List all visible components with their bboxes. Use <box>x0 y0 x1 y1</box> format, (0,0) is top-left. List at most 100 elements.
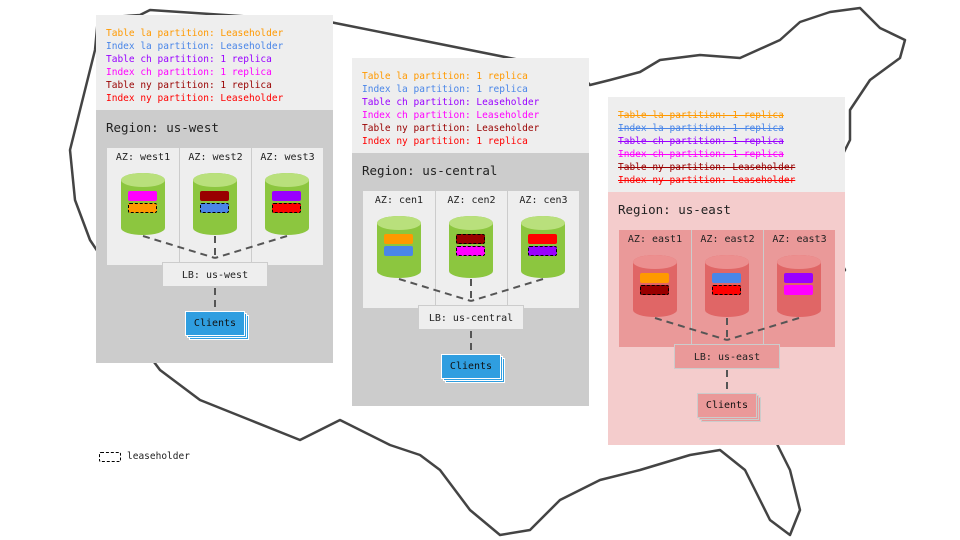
leaseholder-replica <box>200 203 229 213</box>
region-title: Region: us-west <box>106 120 219 135</box>
partition-legend-line: Table la partition: Leaseholder <box>106 28 284 39</box>
database-node-top <box>193 173 237 187</box>
region-title: Region: us-east <box>618 202 731 217</box>
database-node-top <box>449 216 493 230</box>
leaseholder-replica <box>712 285 741 295</box>
az-column: AZ: west2 <box>179 148 251 265</box>
replica <box>272 191 301 201</box>
az-label: AZ: cen3 <box>519 195 568 206</box>
region-area: Region: us-central AZ: cen1 AZ: cen2 AZ: ce… <box>352 153 589 406</box>
partition-legend-line: Index la partition: 1 replica <box>362 84 528 95</box>
replica <box>640 273 669 283</box>
partition-legend-line: Table la partition: 1 replica <box>362 71 528 82</box>
availability-zones: AZ: east1 AZ: east2 AZ: east3 <box>619 230 835 347</box>
database-node-icon[interactable] <box>377 216 421 278</box>
az-column: AZ: cen3 <box>507 191 579 308</box>
database-node-icon[interactable] <box>193 173 237 235</box>
partition-legend-line: Table ch partition: 1 replica <box>106 54 272 65</box>
az-label: AZ: cen1 <box>374 195 424 206</box>
replica <box>784 273 813 283</box>
connection-line <box>654 317 728 341</box>
partition-legend-line: Table ny partition: Leaseholder <box>362 123 540 134</box>
database-node-top <box>377 216 421 230</box>
partition-legend-line: Index la partition: 1 replica <box>618 123 784 134</box>
replica <box>128 191 157 201</box>
database-node-icon[interactable] <box>777 255 821 317</box>
partition-legend: Table la partition: Leaseholder Index la … <box>96 15 333 110</box>
az-column: AZ: west3 <box>251 148 323 265</box>
clients-stack[interactable]: Clients <box>185 311 249 340</box>
az-label: AZ: west3 <box>260 152 315 163</box>
availability-zones: AZ: cen1 AZ: cen2 AZ: cen3 <box>363 191 579 308</box>
clients-sheet <box>441 354 501 379</box>
connection-line <box>398 278 472 302</box>
region-panel-us-central: Table la partition: 1 replica Index la pa… <box>352 58 589 406</box>
replica <box>384 234 413 244</box>
partition-legend-line: Index la partition: Leaseholder <box>106 41 284 52</box>
az-label: AZ: east1 <box>627 234 683 245</box>
connection-lines <box>398 278 544 355</box>
az-column: AZ: west1 <box>107 148 179 265</box>
clients-label: Clients <box>449 361 493 372</box>
availability-zones: AZ: west1 AZ: west2 AZ: west3 <box>107 148 323 265</box>
partition-legend-line: Index ch partition: 1 replica <box>618 149 784 160</box>
leaseholder-replica <box>528 246 557 256</box>
az-label: AZ: west1 <box>115 152 171 163</box>
database-node-top <box>121 173 165 187</box>
load-balancer[interactable]: LB: us-central <box>418 305 524 330</box>
database-node-icon[interactable] <box>521 216 565 278</box>
connection-lines <box>142 235 288 312</box>
region-area: Region: us-east AZ: east1 AZ: east2 AZ: eas… <box>608 192 845 445</box>
clients-stack[interactable]: Clients <box>697 393 761 422</box>
database-node-icon[interactable] <box>449 216 493 278</box>
az-column: AZ: cen1 <box>363 191 435 308</box>
az-label: AZ: east3 <box>772 234 827 245</box>
az-label: AZ: cen2 <box>447 195 496 206</box>
database-node-top <box>705 255 749 269</box>
az-column: AZ: east1 <box>619 230 691 347</box>
replica <box>528 234 557 244</box>
region-title: Region: us-central <box>362 163 498 178</box>
region-panel-us-west: Table la partition: Leaseholder Index la … <box>96 15 333 363</box>
database-node-top <box>521 216 565 230</box>
load-balancer[interactable]: LB: us-east <box>674 344 780 369</box>
leaseholder-legend-label: leaseholder <box>127 451 190 462</box>
clients-sheet <box>697 393 757 418</box>
connection-line <box>470 278 544 302</box>
partition-legend-line: Table ch partition: 1 replica <box>618 136 784 147</box>
partition-legend-line: Table la partition: 1 replica <box>618 110 784 121</box>
partition-legend: Table la partition: 1 replica Index la pa… <box>608 97 845 192</box>
partition-legend: Table la partition: 1 replica Index la pa… <box>352 58 589 153</box>
region-panel-us-east: Table la partition: 1 replica Index la pa… <box>608 97 845 445</box>
connection-line <box>214 235 288 259</box>
partition-legend-line: Index ny partition: 1 replica <box>362 136 528 147</box>
database-node-icon[interactable] <box>705 255 749 317</box>
az-label: AZ: east2 <box>700 234 755 245</box>
leaseholder-replica <box>272 203 301 213</box>
connection-line <box>142 235 216 259</box>
load-balancer[interactable]: LB: us-west <box>162 262 268 287</box>
leaseholder-replica <box>456 234 485 244</box>
clients-stack[interactable]: Clients <box>441 354 505 383</box>
database-node-icon[interactable] <box>633 255 677 317</box>
partition-legend-line: Index ny partition: Leaseholder <box>106 93 284 104</box>
leaseholder-replica <box>128 203 157 213</box>
leaseholder-legend-swatch <box>99 452 121 462</box>
partition-legend-line: Index ch partition: Leaseholder <box>362 110 540 121</box>
az-label: AZ: west2 <box>188 152 243 163</box>
az-column: AZ: east2 <box>691 230 763 347</box>
partition-legend-line: Table ny partition: 1 replica <box>106 80 272 91</box>
connection-lines <box>654 317 800 394</box>
database-node-icon[interactable] <box>121 173 165 235</box>
connection-line <box>726 317 800 341</box>
database-node-top <box>265 173 309 187</box>
database-node-top <box>777 255 821 269</box>
database-node-icon[interactable] <box>265 173 309 235</box>
az-column: AZ: east3 <box>763 230 835 347</box>
replica <box>384 246 413 256</box>
replica <box>200 191 229 201</box>
partition-legend-line: Index ch partition: 1 replica <box>106 67 272 78</box>
clients-sheet <box>185 311 245 336</box>
partition-legend-line: Table ny partition: Leaseholder <box>618 162 796 173</box>
clients-label: Clients <box>705 400 749 411</box>
